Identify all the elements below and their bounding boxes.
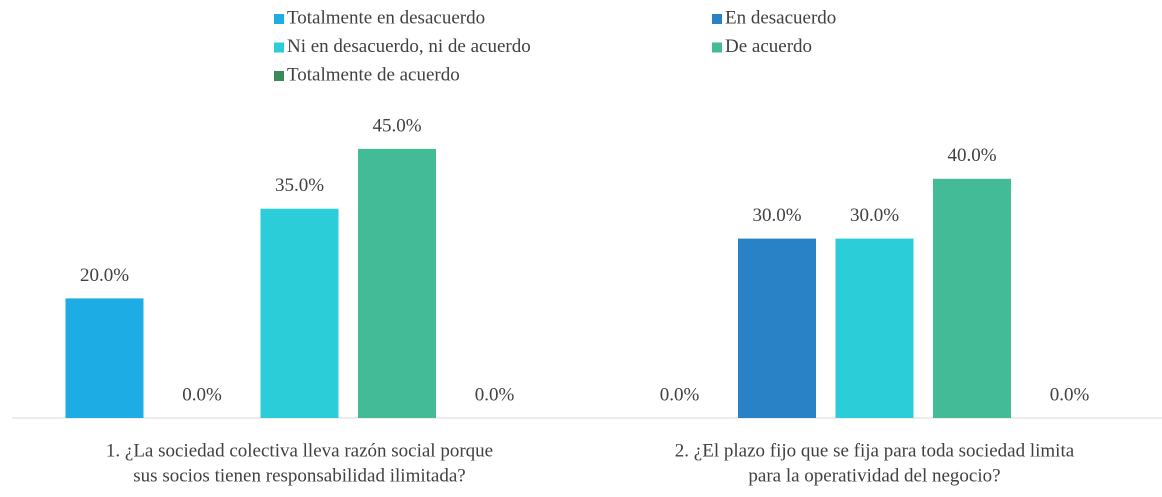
x-tick-label: sus socios tienen responsabilidad ilimit… (133, 465, 465, 486)
bar (835, 238, 914, 418)
legend-label: Totalmente en desacuerdo (287, 7, 485, 28)
data-label: 20.0% (80, 265, 129, 286)
x-tick-label: para la operatividad del negocio? (748, 465, 1000, 486)
legend-label: Totalmente de acuerdo (287, 64, 460, 85)
legend-label: En desacuerdo (725, 7, 836, 28)
data-label: 0.0% (660, 384, 700, 405)
data-label: 30.0% (850, 205, 899, 226)
legend-swatch (274, 14, 284, 24)
data-label: 0.0% (182, 384, 222, 405)
data-label: 30.0% (752, 205, 801, 226)
data-label: 0.0% (475, 384, 515, 405)
bar (933, 178, 1011, 418)
data-label: 45.0% (372, 115, 421, 136)
data-label: 35.0% (275, 175, 324, 196)
legend-label: Ni en desacuerdo, ni de acuerdo (287, 36, 531, 57)
bar (260, 208, 339, 418)
bar (358, 148, 436, 418)
legend-swatch (274, 42, 284, 53)
legend-swatch (274, 71, 284, 81)
x-tick-label: 2. ¿El plazo fijo que se fija para toda … (675, 440, 1075, 461)
legend-label: De acuerdo (725, 36, 812, 57)
legend-swatch (712, 14, 722, 24)
data-label: 40.0% (947, 145, 996, 166)
data-label: 0.0% (1050, 384, 1090, 405)
bar (738, 238, 816, 418)
x-tick-label: 1. ¿La sociedad colectiva lleva razón so… (106, 440, 493, 461)
legend-swatch (712, 42, 722, 53)
bar (65, 298, 144, 418)
